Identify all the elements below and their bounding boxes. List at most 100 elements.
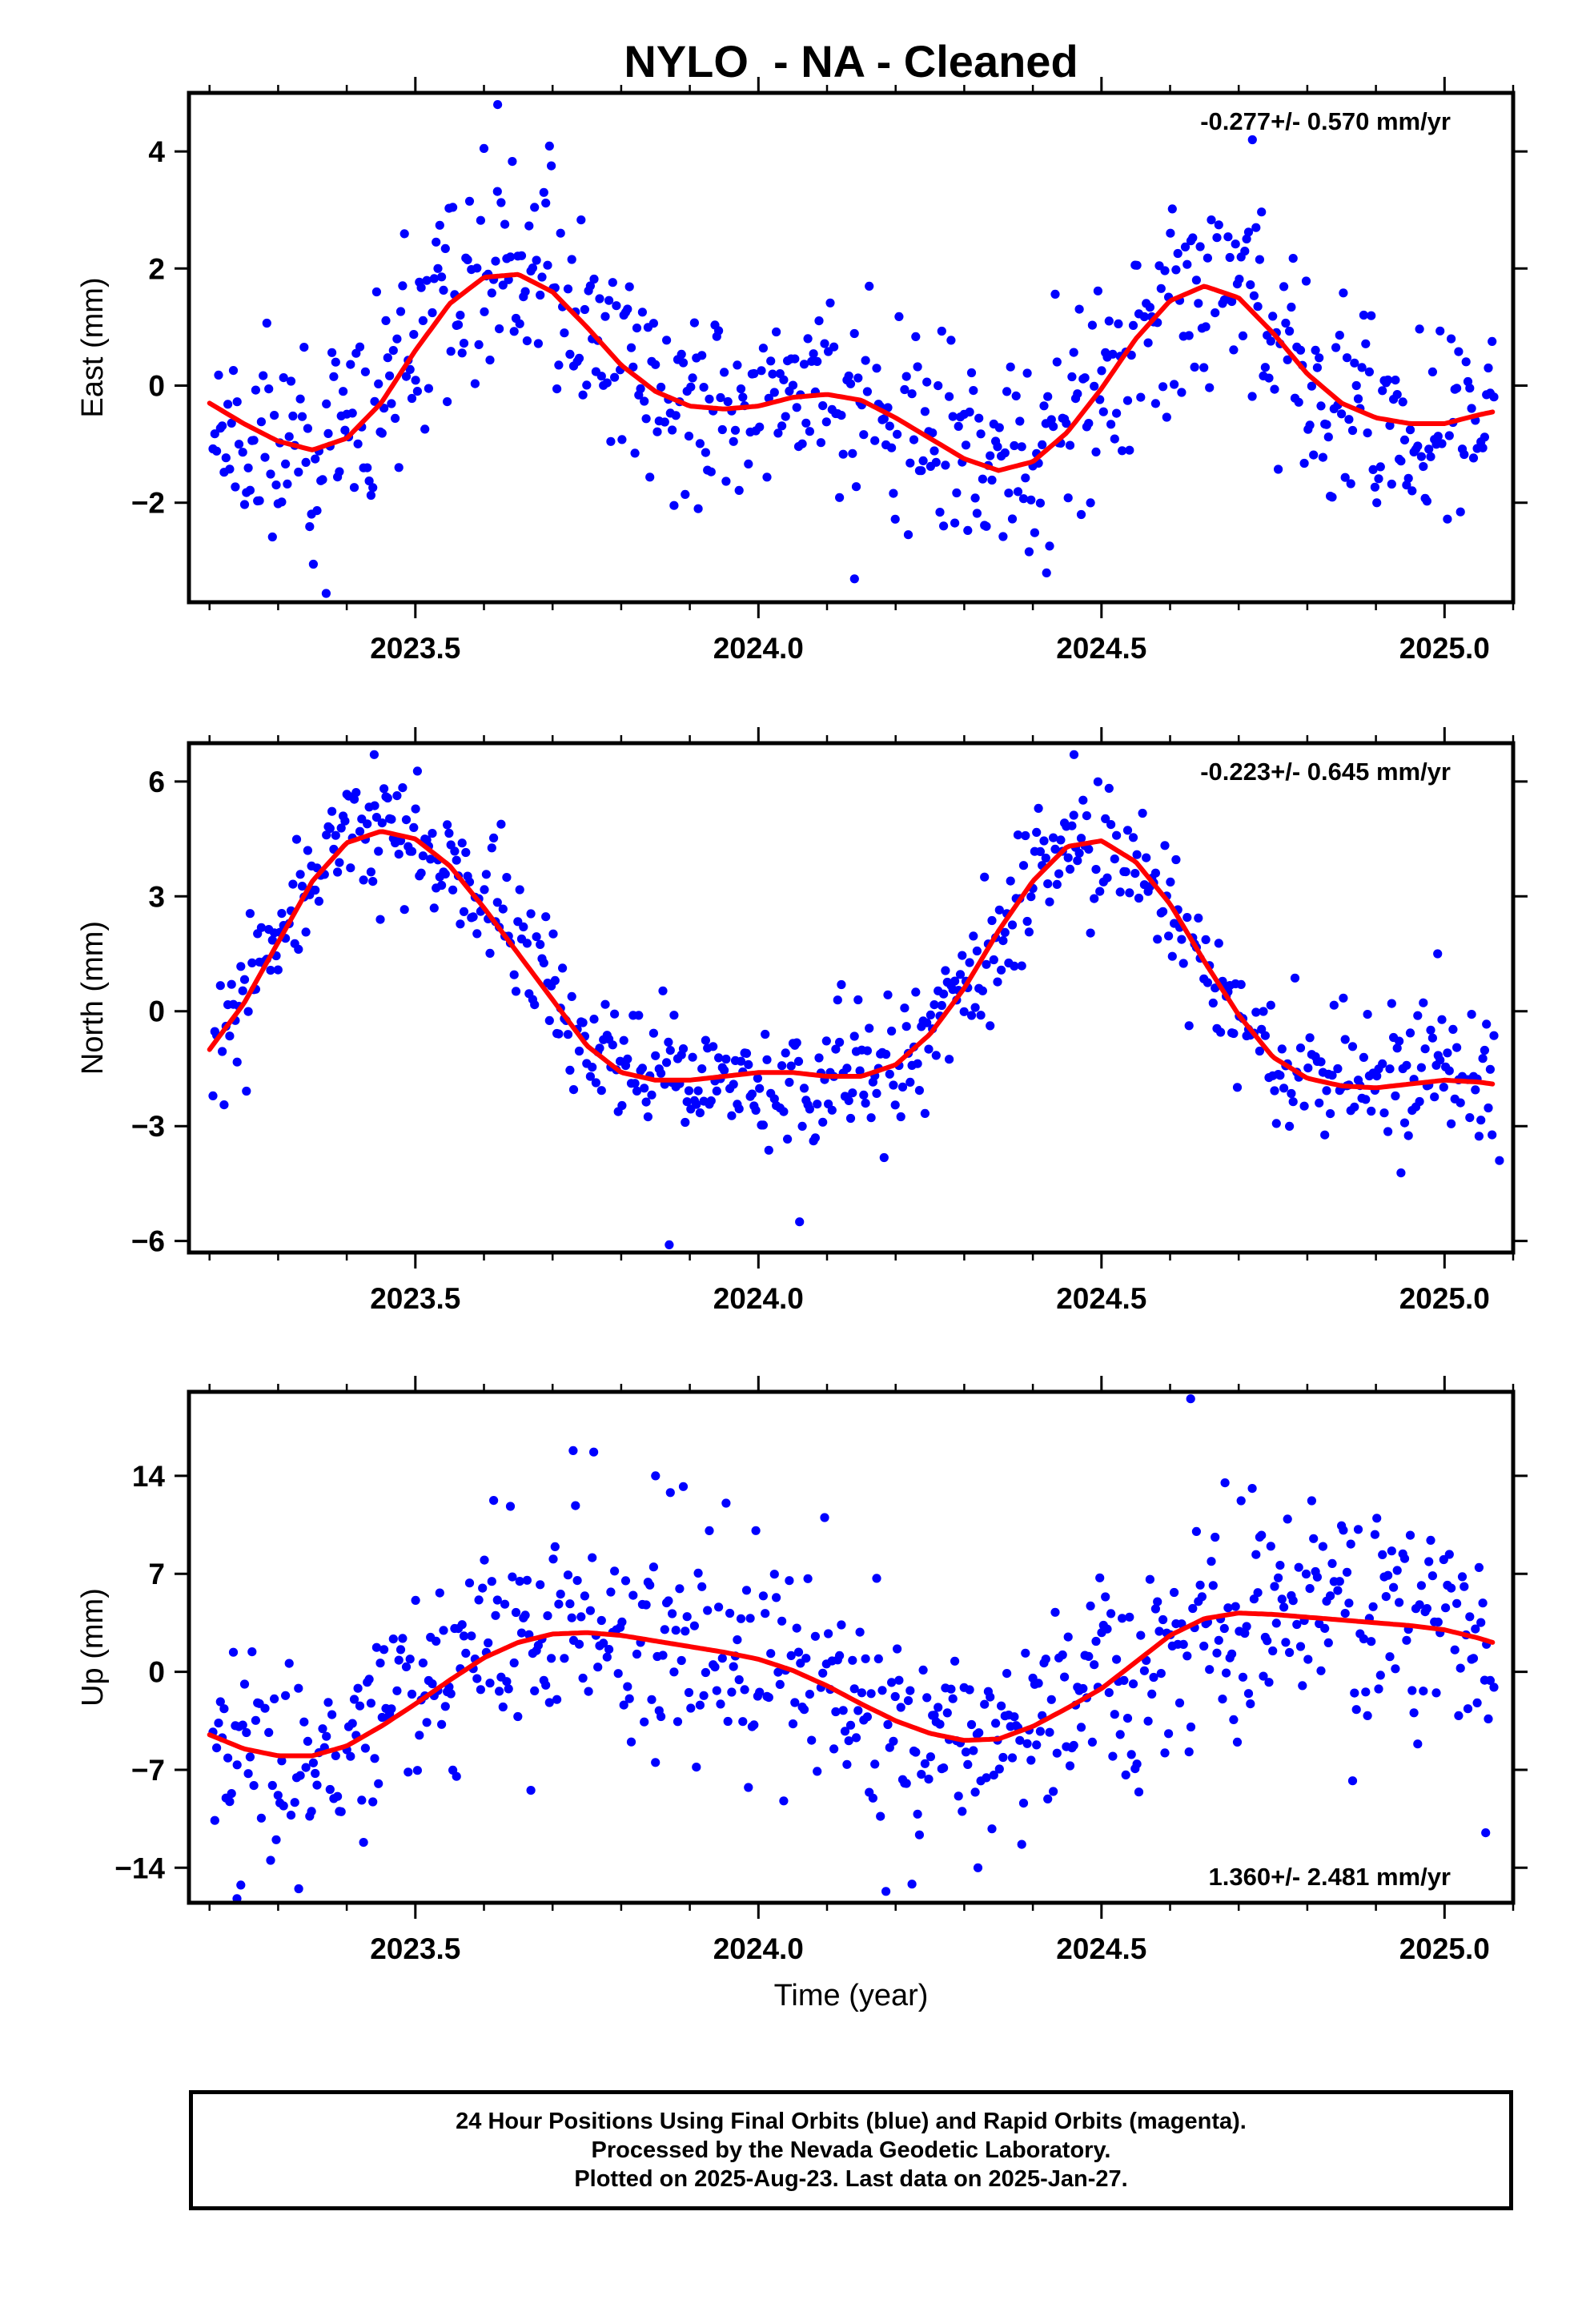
data-point — [682, 1612, 692, 1622]
data-point — [1201, 935, 1211, 944]
panel-2: 2023.5 2024.0 2024.5 2025.0 −6 −3 0 3 6 North (mm… — [76, 727, 1528, 1315]
data-point — [1091, 447, 1101, 457]
data-point — [1086, 928, 1095, 938]
data-point — [861, 1099, 870, 1108]
data-point — [1323, 432, 1333, 442]
data-point — [881, 1887, 891, 1896]
data-point — [346, 863, 355, 873]
data-point — [905, 1686, 915, 1695]
data-point — [498, 1702, 508, 1712]
data-point — [264, 384, 274, 394]
data-point — [1488, 1130, 1497, 1140]
data-point — [228, 366, 239, 376]
data-point — [238, 448, 247, 457]
data-point — [1427, 1033, 1437, 1043]
data-point — [1087, 320, 1097, 330]
data-point — [773, 1667, 783, 1677]
data-point — [788, 380, 798, 390]
data-point — [1255, 1046, 1264, 1056]
data-point — [1255, 255, 1264, 264]
data-point — [1322, 1086, 1331, 1096]
data-point — [954, 1791, 963, 1801]
data-point — [1246, 280, 1255, 290]
data-point — [1316, 1057, 1326, 1067]
data-point — [1315, 1098, 1324, 1108]
data-point — [532, 255, 541, 265]
data-point — [610, 372, 620, 382]
data-point — [1303, 1655, 1313, 1664]
data-point — [485, 356, 495, 365]
data-point — [773, 428, 783, 438]
y-tick-label: 0 — [148, 370, 165, 403]
data-point — [432, 237, 441, 247]
data-point — [270, 411, 279, 420]
data-point — [948, 412, 958, 421]
data-point — [1178, 1639, 1188, 1649]
data-point — [769, 388, 779, 397]
data-point — [1225, 252, 1235, 263]
data-point — [733, 1635, 742, 1645]
data-point — [1122, 826, 1133, 835]
data-point — [1160, 841, 1170, 850]
data-point — [409, 330, 419, 340]
data-point — [1309, 450, 1319, 460]
plot-area — [207, 750, 1504, 1249]
data-point — [792, 1623, 801, 1633]
data-point — [1457, 1572, 1468, 1582]
data-point — [294, 1884, 303, 1894]
data-point — [1433, 949, 1443, 959]
data-point — [989, 1771, 998, 1780]
data-point — [1119, 1675, 1129, 1685]
data-point — [311, 1768, 320, 1779]
data-point — [1090, 1660, 1099, 1670]
data-point — [218, 421, 227, 431]
data-point — [632, 1649, 642, 1659]
data-point — [418, 1659, 428, 1668]
data-point — [349, 1695, 359, 1704]
data-point — [896, 1112, 905, 1122]
data-point — [1315, 353, 1324, 363]
data-point — [1419, 998, 1428, 1007]
data-point — [476, 215, 486, 225]
data-point — [1484, 1714, 1493, 1723]
data-point — [368, 1797, 378, 1807]
data-point — [247, 1647, 257, 1657]
data-point — [1091, 1636, 1101, 1647]
data-point — [972, 946, 982, 956]
data-point — [900, 384, 909, 395]
data-point — [1195, 1580, 1205, 1590]
data-point — [487, 288, 496, 298]
data-point — [221, 453, 231, 463]
data-point — [1076, 834, 1086, 843]
data-point — [721, 476, 731, 486]
data-point — [777, 1061, 787, 1071]
data-point — [626, 343, 636, 352]
data-point — [937, 326, 946, 336]
data-point — [541, 1680, 551, 1690]
data-point — [1374, 1684, 1383, 1694]
data-point — [1227, 1649, 1237, 1659]
data-point — [1359, 1052, 1368, 1062]
data-point — [671, 1626, 681, 1635]
data-point — [853, 1706, 863, 1715]
data-point — [405, 364, 415, 374]
data-point — [632, 324, 642, 333]
data-point — [1108, 349, 1118, 359]
data-point — [467, 1631, 476, 1641]
data-point — [974, 413, 984, 423]
data-point — [922, 1693, 932, 1703]
data-point — [1034, 1679, 1043, 1688]
data-point — [303, 1736, 312, 1746]
data-point — [624, 282, 634, 292]
data-point — [286, 376, 296, 386]
data-point — [1114, 319, 1123, 328]
data-point — [578, 1673, 588, 1683]
data-point — [1405, 425, 1415, 435]
data-point — [619, 1700, 628, 1710]
data-point — [855, 1066, 865, 1076]
data-point — [966, 1719, 977, 1730]
data-point — [232, 1894, 242, 1903]
data-point — [857, 1688, 866, 1698]
data-point — [758, 344, 769, 353]
data-point — [792, 403, 801, 412]
